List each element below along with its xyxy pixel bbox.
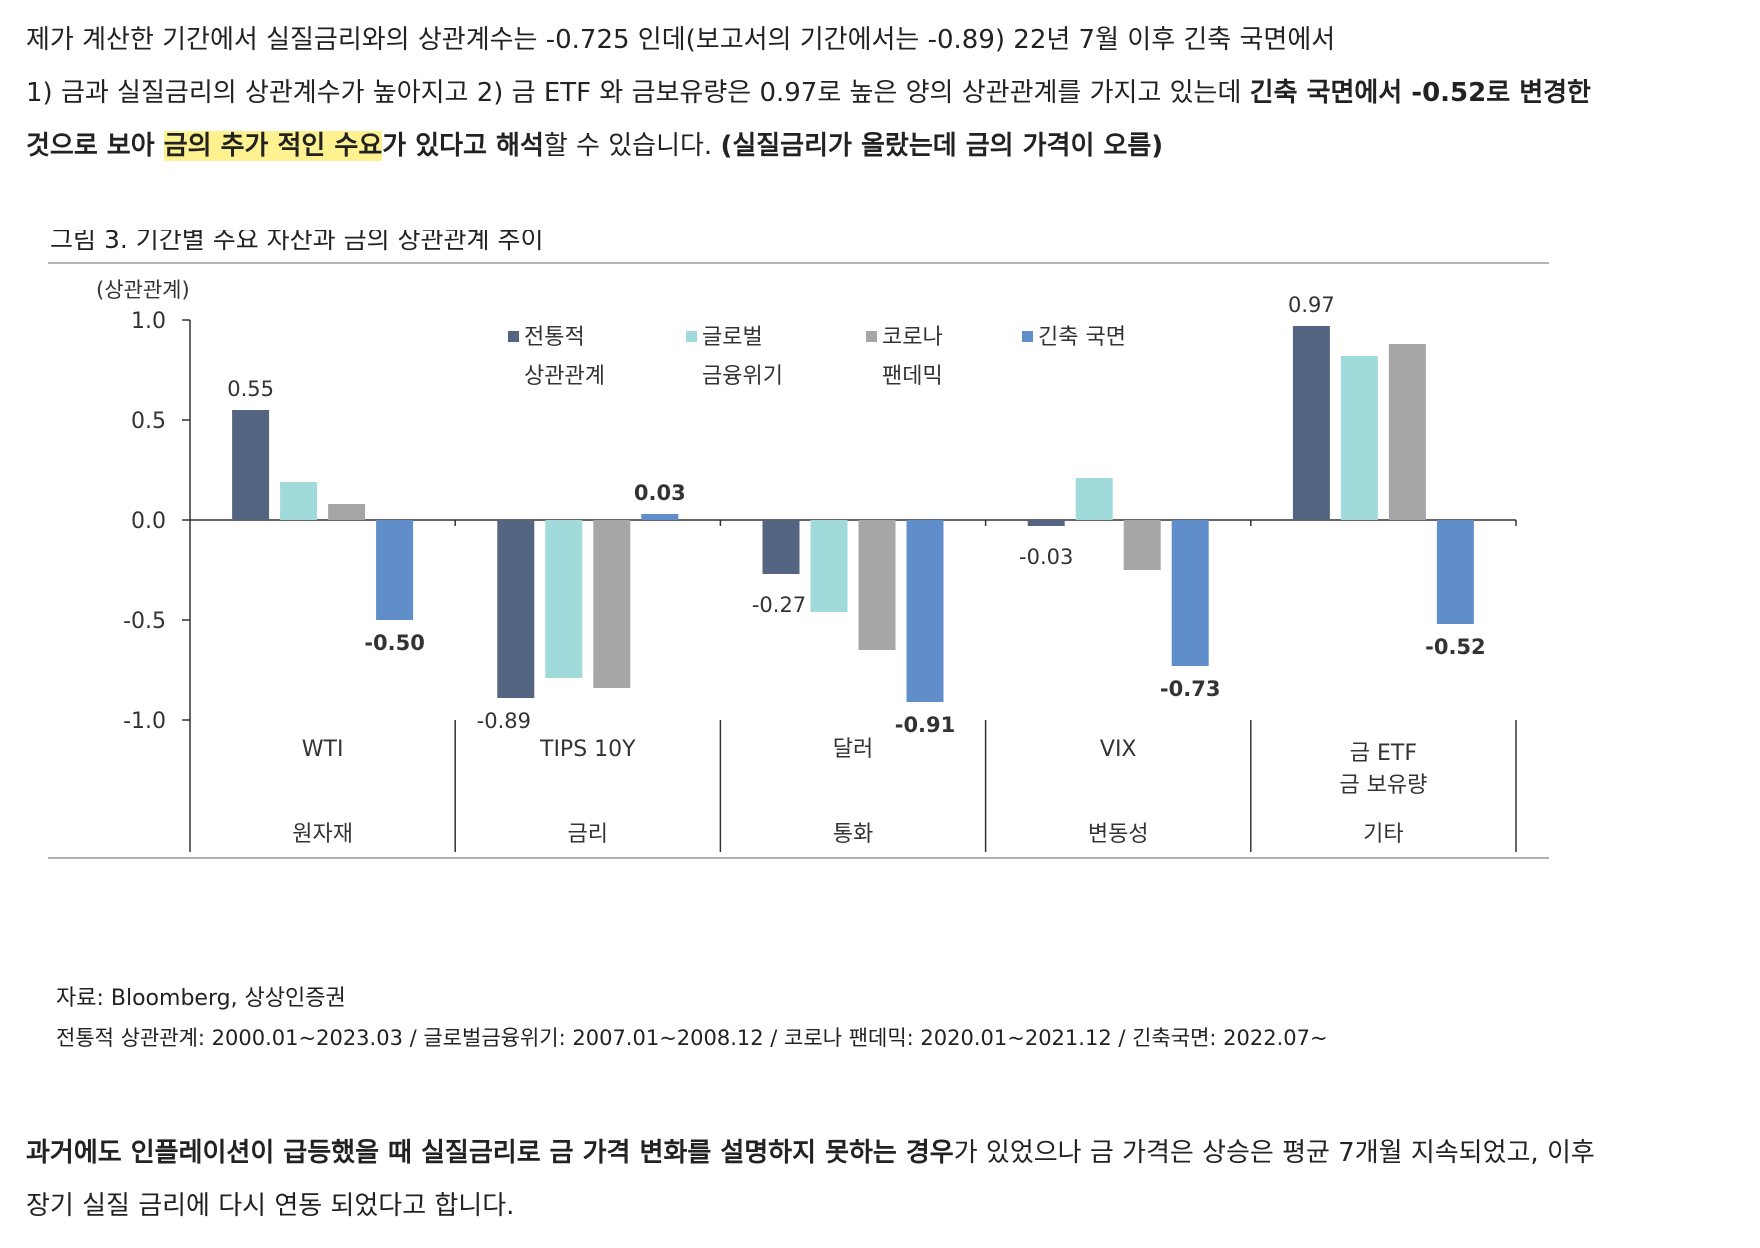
intro-highlight: 금의 추가 적인 수요 xyxy=(163,131,383,161)
data-label: -0.27 xyxy=(752,593,806,617)
bar xyxy=(906,520,944,702)
legend-swatch xyxy=(866,331,877,342)
intro-paragraph: 제가 계산한 기간에서 실질금리와의 상관계수는 -0.725 인데(보고서의 … xyxy=(26,14,1740,173)
y-tick-label: -0.5 xyxy=(123,609,166,634)
intro-line-2-text: 1) 금과 실질금리의 상관계수가 높아지고 2) 금 ETF 와 금보유량은 … xyxy=(26,78,1250,108)
data-label: -0.50 xyxy=(364,631,425,655)
source-note: 자료: Bloomberg, 상상인증권 xyxy=(56,986,346,1011)
bar xyxy=(762,520,800,574)
y-tick-label: -1.0 xyxy=(123,709,166,734)
legend-label-line2: 팬데믹 xyxy=(882,364,943,389)
bar xyxy=(641,514,679,520)
intro-line-3-bold-d: (실질금리가 올랐는데 금의 가격이 오름) xyxy=(720,131,1164,161)
bar xyxy=(1171,520,1209,666)
outro-line-1: 과거에도 인플레이션이 급등했을 때 실질금리로 금 가격 변화를 설명하지 못… xyxy=(26,1127,1740,1180)
legend-label-line2: 금융위기 xyxy=(702,364,783,389)
intro-line-3-bold-b: 가 있다고 해석 xyxy=(382,131,544,161)
outro-paragraph: 과거에도 인플레이션이 급등했을 때 실질금리로 금 가격 변화를 설명하지 못… xyxy=(26,1127,1740,1233)
data-label: -0.73 xyxy=(1160,677,1221,701)
legend-label: 코로나 xyxy=(882,325,943,350)
period-note: 전통적 상관관계: 2000.01~2023.03 / 글로벌금융위기: 200… xyxy=(56,1026,1328,1050)
bar xyxy=(858,520,896,650)
intro-line-3: 것으로 보아 금의 추가 적인 수요가 있다고 해석할 수 있습니다. (실질금… xyxy=(26,120,1740,173)
bar xyxy=(497,520,535,698)
y-tick-label: 1.0 xyxy=(131,309,166,334)
group-label: 원자재 xyxy=(292,822,353,847)
bar xyxy=(1123,520,1161,570)
bar xyxy=(1027,520,1065,526)
data-label: 0.55 xyxy=(227,377,274,401)
bar xyxy=(1340,356,1378,520)
outro-line-1-bold: 과거에도 인플레이션이 급등했을 때 실질금리로 금 가격 변화를 설명하지 못… xyxy=(26,1138,954,1168)
group-label: 통화 xyxy=(833,822,873,847)
intro-line-3-text: 할 수 있습니다. xyxy=(543,131,721,161)
bar xyxy=(1436,520,1474,624)
bar xyxy=(280,482,318,520)
legend-label: 글로벌 xyxy=(702,325,763,350)
group-label: 변동성 xyxy=(1088,822,1149,847)
category-label: WTI xyxy=(302,737,344,762)
data-label: -0.89 xyxy=(477,709,531,733)
y-axis-label: (상관관계) xyxy=(96,278,190,302)
category-label: TIPS 10Y xyxy=(539,737,636,762)
legend-swatch xyxy=(686,331,697,342)
outro-line-2: 장기 실질 금리에 다시 연동 되었다고 합니다. xyxy=(26,1191,515,1221)
group-label: 기타 xyxy=(1363,822,1403,847)
category-label: 달러 xyxy=(833,737,873,762)
bar xyxy=(810,520,848,612)
group-label: 금리 xyxy=(568,822,608,847)
legend-swatch xyxy=(508,331,519,342)
data-label: -0.52 xyxy=(1425,635,1486,659)
bar xyxy=(1292,326,1330,520)
y-tick-label: 0.0 xyxy=(131,509,166,534)
bar xyxy=(232,410,270,520)
bar xyxy=(593,520,631,688)
bar xyxy=(1388,344,1426,520)
category-label: VIX xyxy=(1100,737,1137,762)
legend-label-line2: 상관관계 xyxy=(524,364,605,389)
bar xyxy=(328,504,366,520)
intro-line-1: 제가 계산한 기간에서 실질금리와의 상관계수는 -0.725 인데(보고서의 … xyxy=(26,25,1336,55)
correlation-chart: 그림 3. 기간별 주요 자산과 금의 상관관계 추이 (상관관계) 1.0 0.5 0… xyxy=(48,230,1549,859)
category-label: 금 보유량 xyxy=(1339,773,1427,798)
legend-swatch xyxy=(1022,331,1033,342)
intro-line-2: 1) 금과 실질금리의 상관계수가 높아지고 2) 금 ETF 와 금보유량은 … xyxy=(26,67,1740,120)
data-label: 0.97 xyxy=(1288,293,1335,317)
legend-label: 긴축 국면 xyxy=(1038,325,1126,350)
intro-line-3-bold-a: 것으로 보아 xyxy=(26,131,164,161)
data-label: -0.91 xyxy=(895,713,956,737)
legend-label: 전통적 xyxy=(524,325,585,350)
intro-line-2-bold: 긴축 국면에서 -0.52로 변경한 xyxy=(1249,78,1591,108)
y-tick-label: 0.5 xyxy=(131,409,166,434)
bar xyxy=(376,520,414,620)
bar xyxy=(1075,478,1113,520)
category-label: 금 ETF xyxy=(1350,741,1417,766)
data-label: 0.03 xyxy=(634,481,686,505)
chart-title: 그림 3. 기간별 주요 자산과 금의 상관관계 추이 xyxy=(50,230,543,254)
bar xyxy=(545,520,583,678)
data-label: -0.03 xyxy=(1019,545,1073,569)
outro-line-1-text: 가 있었으나 금 가격은 상승은 평균 7개월 지속되었고, 이후 xyxy=(953,1138,1595,1168)
